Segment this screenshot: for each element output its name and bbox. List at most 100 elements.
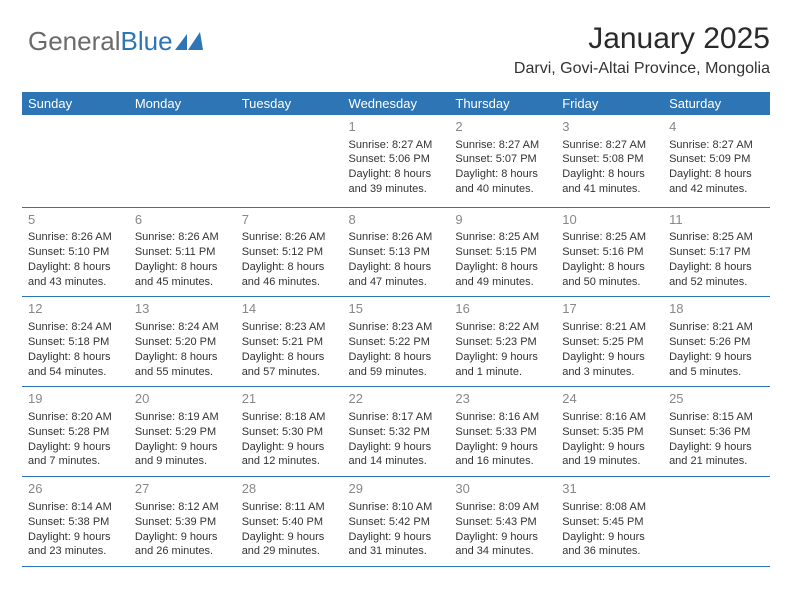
daylight-line: Daylight: 8 hours and 46 minutes. [242,260,337,290]
brand-logo: GeneralBlue [28,26,205,57]
day-cell: 22 Sunrise: 8:17 AMSunset: 5:32 PMDayligh… [343,387,450,477]
day-cell: 17Sunrise: 8:21 AMSunset: 5:25 PMDayligh… [556,297,663,387]
sunrise-line: Sunrise: 8:26 AM [28,230,123,245]
sunrise-line: Sunrise: 8:23 AM [349,320,444,335]
day-cell: 16Sunrise: 8:22 AMSunset: 5:23 PMDayligh… [449,297,556,387]
calendar-body: ...1Sunrise: 8:27 AMSunset: 5:06 PMDayli… [22,115,770,567]
sunrise-line: Sunrise: 8:27 AM [349,138,444,153]
daylight-line: Daylight: 8 hours and 43 minutes. [28,260,123,290]
calendar-table: SundayMondayTuesdayWednesdayThursdayFrid… [22,92,770,567]
sunrise-line: Sunrise: 8:27 AM [669,138,764,153]
day-cell: 3Sunrise: 8:27 AMSunset: 5:08 PMDaylight… [556,115,663,207]
sunset-line: Sunset: 5:21 PM [242,335,337,350]
day-cell: 12Sunrise: 8:24 AMSunset: 5:18 PMDayligh… [22,297,129,387]
sunrise-line: Sunrise: 8:23 AM [242,320,337,335]
daylight-line: Daylight: 9 hours and 12 minutes. [242,440,337,470]
sunrise-line: Sunrise: 8:26 AM [135,230,230,245]
calendar-week-row: 12 Sunrise: 8:24 AM Sunset: 5:18 PM Dayligh… [22,297,770,387]
empty-cell: . [663,477,770,567]
sunrise-line: Sunrise: 8:26 AM [242,230,337,245]
daylight-line: Daylight: 9 hours and 9 minutes. [135,440,230,470]
weekday-header: Sunday [22,92,129,115]
daylight-line: Daylight: 8 hours and 52 minutes. [669,260,764,290]
sunrise-line: Sunrise: 8:16 AM [562,410,657,425]
daylight-line: Daylight: 9 hours and 16 minutes. [455,440,550,470]
sunset-line: Sunset: 5:45 PM [562,515,657,530]
daylight-line: Daylight: 8 hours and 42 minutes. [669,167,764,197]
sunrise-line: Sunrise: 8:21 AM [669,320,764,335]
sunrise-line: Sunrise: 8:11 AM [242,500,337,515]
sunrise-line: Sunrise: 8:18 AM [242,410,337,425]
daylight-line: Daylight: 9 hours and 34 minutes. [455,530,550,560]
daylight-line: Daylight: 8 hours and 39 minutes. [349,167,444,197]
sunrise-line: Sunrise: 8:20 AM [28,410,123,425]
sunset-line: Sunset: 5:16 PM [562,245,657,260]
daylight-line: Daylight: 9 hours and 14 minutes. [349,440,444,470]
sunset-line: Sunset: 5:28 PM [28,425,123,440]
day-number: 21 [242,390,337,408]
day-number: 28 [242,480,337,498]
weekday-row: SundayMondayTuesdayWednesdayThursdayFrid… [22,92,770,115]
day-number: 22 [349,390,444,408]
sunset-line: Sunset: 5:18 PM [28,335,123,350]
daylight-line: Daylight: 8 hours and 45 minutes. [135,260,230,290]
sunrise-line: Sunrise: 8:19 AM [135,410,230,425]
daylight-line: Daylight: 9 hours and 23 minutes. [28,530,123,560]
sunrise-line: Sunrise: 8:27 AM [562,138,657,153]
daylight-line: Daylight: 9 hours and 7 minutes. [28,440,123,470]
sunset-line: Sunset: 5:06 PM [349,152,444,167]
empty-cell: . [129,115,236,207]
day-cell: 14Sunrise: 8:23 AMSunset: 5:21 PMDayligh… [236,297,343,387]
sunset-line: Sunset: 5:10 PM [28,245,123,260]
daylight-line: Daylight: 9 hours and 26 minutes. [135,530,230,560]
day-cell: 19Sunrise: 8:20 AMSunset: 5:28 PMDayligh… [22,387,129,477]
day-cell: 28 Sunrise: 8:11 AMSunset: 5:40 PMDayligh… [236,477,343,567]
sunrise-line: Sunrise: 8:21 AM [562,320,657,335]
sunrise-line: Sunrise: 8:09 AM [455,500,550,515]
sunrise-line: Sunrise: 8:14 AM [28,500,123,515]
day-cell: 7Sunrise: 8:26 AMSunset: 5:12 PMDaylight… [236,207,343,297]
brand-part2: Blue [121,26,173,57]
sunrise-line: Sunrise: 8:15 AM [669,410,764,425]
day-cell: 24Sunrise: 8:16 AMSunset: 5:35 PMDayligh… [556,387,663,477]
sunset-line: Sunset: 5:38 PM [28,515,123,530]
sunrise-line: Sunrise: 8:12 AM [135,500,230,515]
day-cell: 30Sunrise: 8:09 AMSunset: 5:43 PMDayligh… [449,477,556,567]
daylight-line: Daylight: 8 hours and 55 minutes. [135,350,230,380]
day-number: 25 [669,390,764,408]
day-number: 12 [28,300,123,318]
day-cell: 2Sunrise: 8:27 AMSunset: 5:07 PMDaylight… [449,115,556,207]
sunset-line: Sunset: 5:08 PM [562,152,657,167]
day-number: 26 [28,480,123,498]
day-number: 15 [349,300,444,318]
weekday-header: Friday [556,92,663,115]
sunrise-line: Sunrise: 8:10 AM [349,500,444,515]
sunset-line: Sunset: 5:26 PM [669,335,764,350]
sunset-line: Sunset: 5:35 PM [562,425,657,440]
empty-cell: . [22,115,129,207]
day-number: 1 [349,118,444,136]
day-number: 31 [562,480,657,498]
sunset-line: Sunset: 5:43 PM [455,515,550,530]
day-number: 29 [349,480,444,498]
daylight-line: Daylight: 8 hours and 50 minutes. [562,260,657,290]
sunrise-line: Sunrise: 8:25 AM [669,230,764,245]
day-number: 8 [349,211,444,229]
daylight-line: Daylight: 8 hours and 49 minutes. [455,260,550,290]
sunset-line: Sunset: 5:32 PM [349,425,444,440]
day-number: 17 [562,300,657,318]
sunset-line: Sunset: 5:40 PM [242,515,337,530]
location-subtitle: Darvi, Govi-Altai Province, Mongolia [22,60,770,78]
sunrise-line: Sunrise: 8:24 AM [135,320,230,335]
day-cell: 26 Sunrise: 8:14 AMSunset: 5:38 PMDayligh… [22,477,129,567]
sunset-line: Sunset: 5:29 PM [135,425,230,440]
day-number: 27 [135,480,230,498]
day-cell: 21Sunrise: 8:18 AMSunset: 5:30 PMDayligh… [236,387,343,477]
sunset-line: Sunset: 5:15 PM [455,245,550,260]
brand-flag-icon [175,32,205,50]
weekday-header: Thursday [449,92,556,115]
sunset-line: Sunset: 5:23 PM [455,335,550,350]
daylight-line: Daylight: 9 hours and 29 minutes. [242,530,337,560]
sunrise-line: Sunrise: 8:17 AM [349,410,444,425]
sunset-line: Sunset: 5:07 PM [455,152,550,167]
